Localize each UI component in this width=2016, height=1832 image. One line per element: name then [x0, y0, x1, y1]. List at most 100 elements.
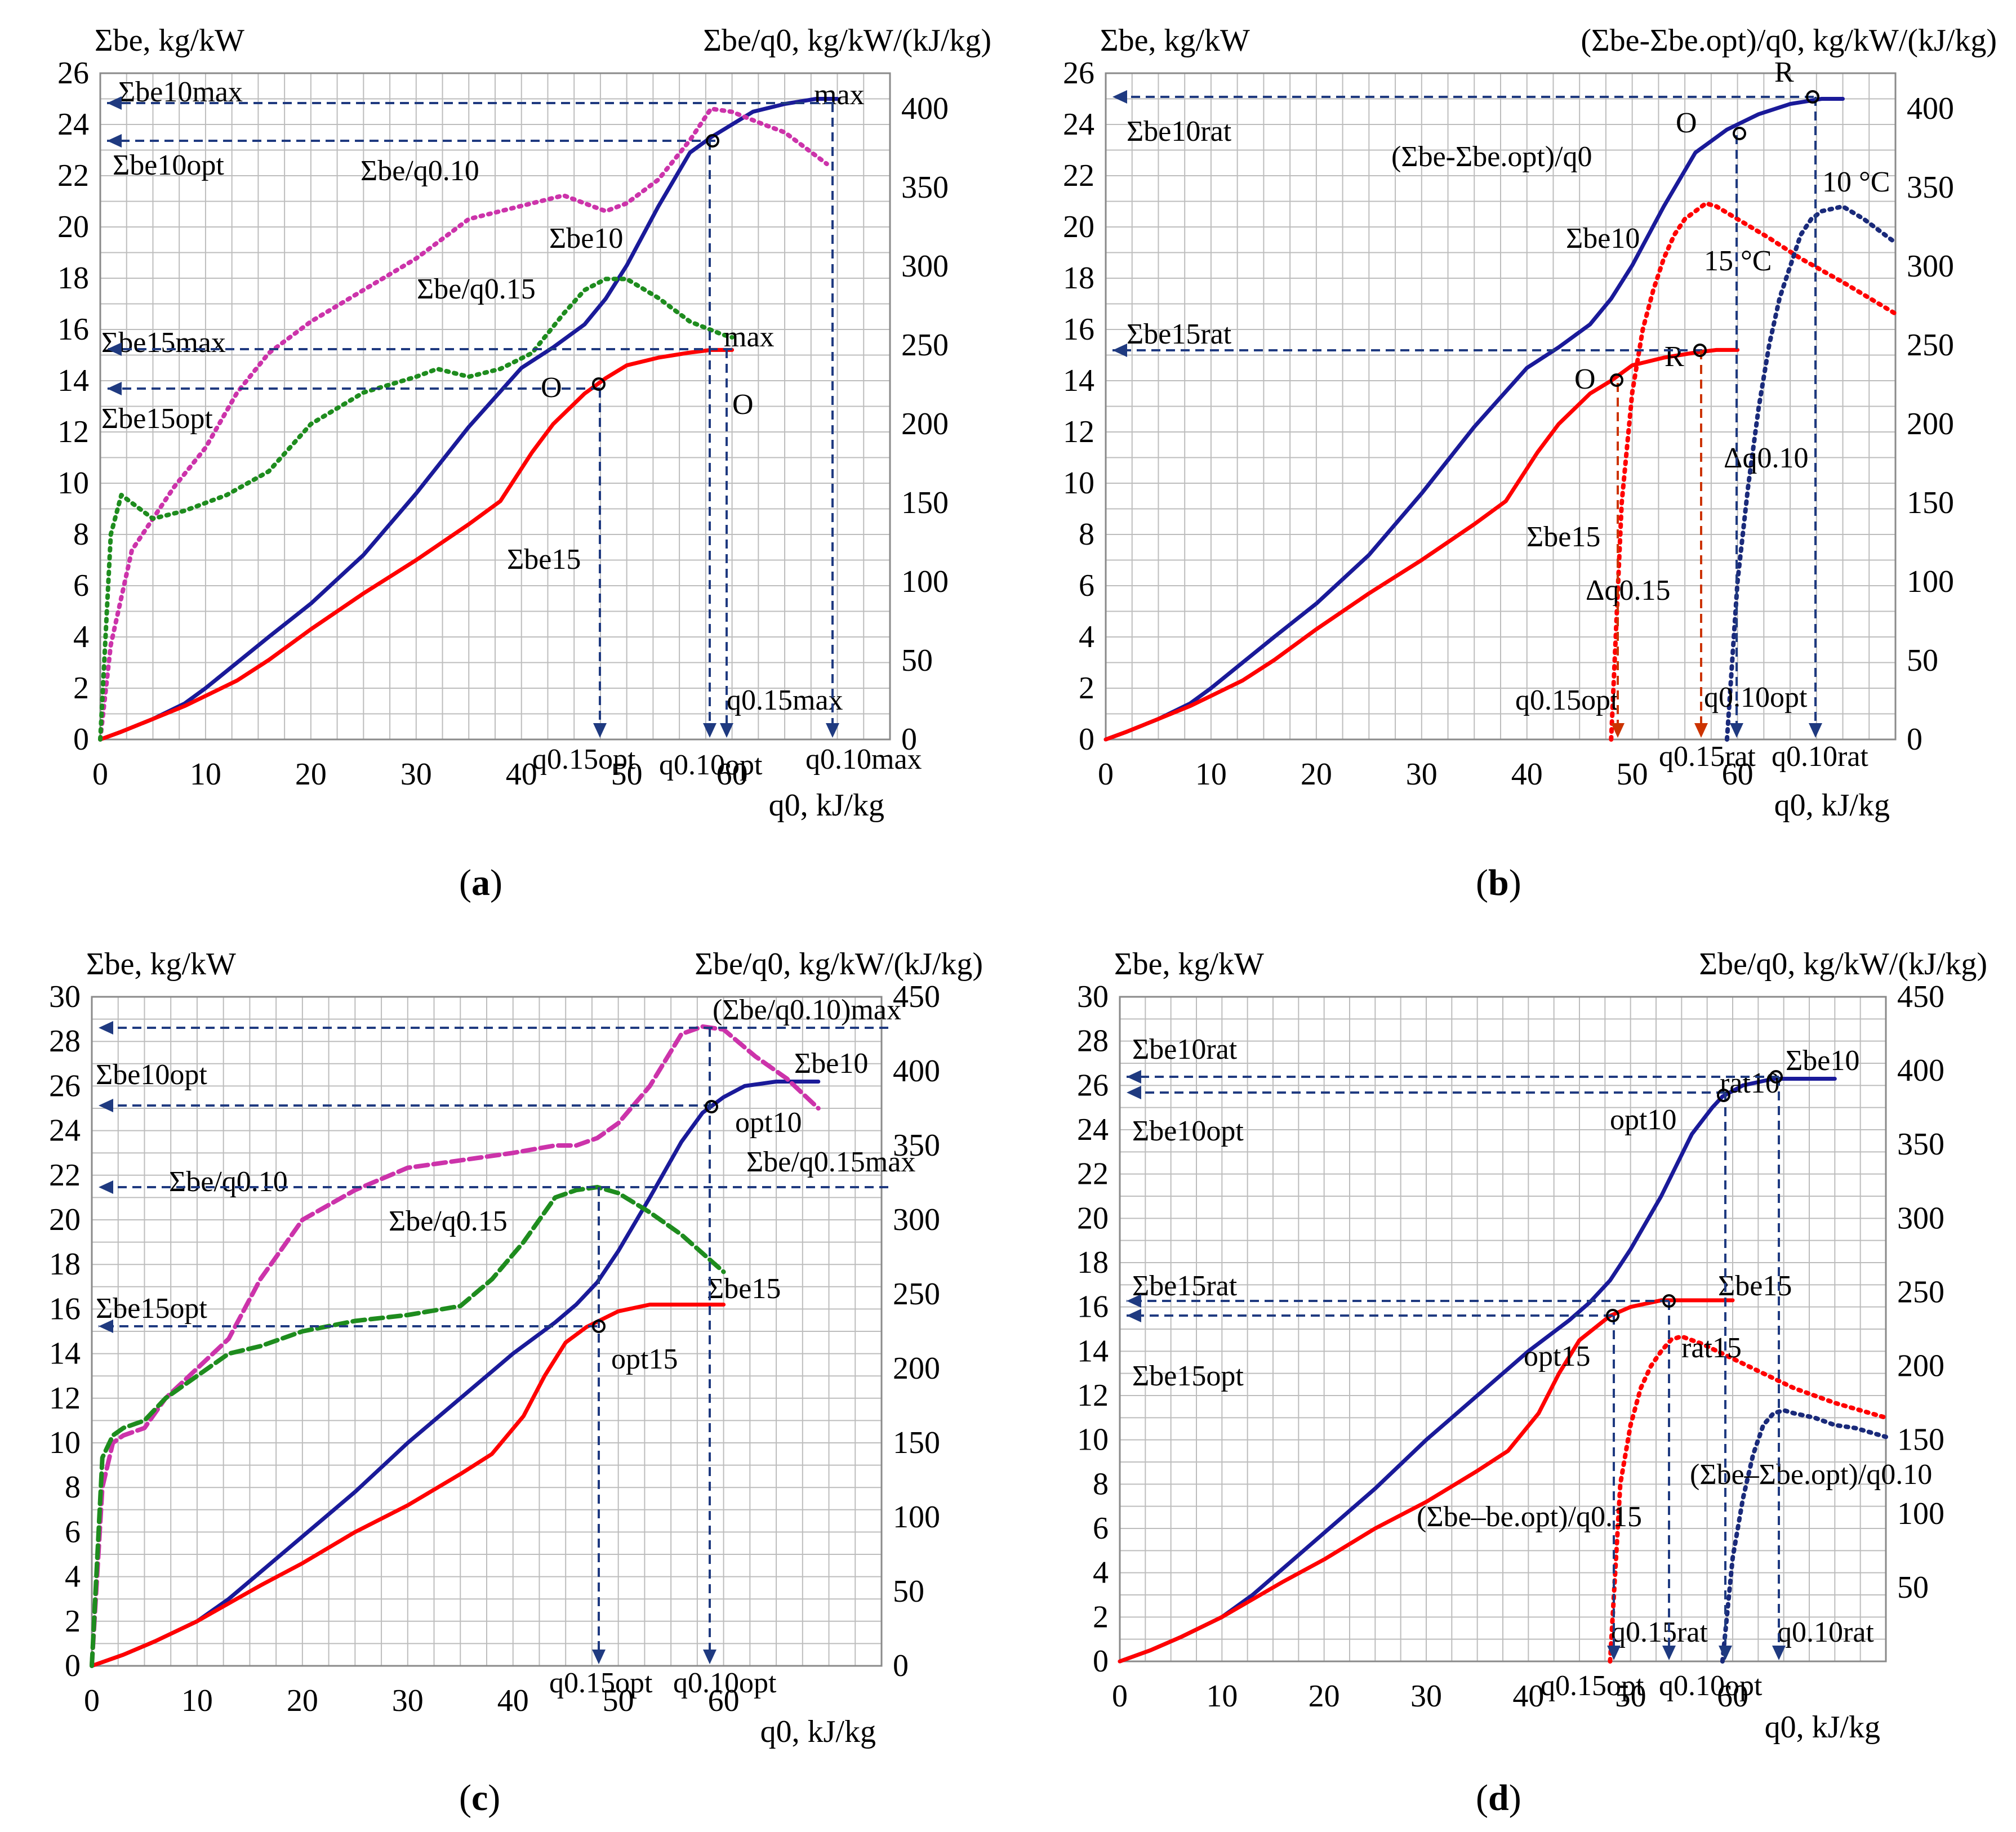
- y-right-tick-label: 400: [1907, 91, 1954, 126]
- arrow-head: [1694, 723, 1708, 738]
- annotation-label: Σbe15: [1718, 1270, 1792, 1302]
- point-marker: [706, 134, 719, 148]
- x-tick-label: 60: [1722, 757, 1754, 792]
- y-left-tick-label: 2: [1079, 671, 1094, 706]
- x-tick-label: 0: [1112, 1679, 1128, 1714]
- x-axis-label: q0, kJ/kg: [1765, 1710, 1880, 1745]
- annotation-label: Σbe15opt: [1132, 1360, 1244, 1392]
- y-right-tick-label: 350: [901, 170, 949, 205]
- y-right-tick-label: 0: [901, 722, 917, 757]
- annotation-label: Σbe/q0.15: [389, 1205, 508, 1237]
- y-left-tick-label: 26: [57, 56, 89, 91]
- annotation-label: O: [1574, 363, 1596, 395]
- annotation-label: Σbe15rat: [1127, 318, 1232, 350]
- arrow-head: [703, 723, 716, 738]
- arrow-head: [593, 723, 607, 738]
- arrow-head: [1662, 1646, 1676, 1660]
- y-left-tick-label: 10: [57, 466, 89, 501]
- y-left-tick-label: 22: [1063, 158, 1094, 193]
- y-right-tick-label: 150: [1907, 485, 1954, 520]
- point-marker: [705, 1100, 718, 1113]
- y-left-tick-label: 2: [65, 1604, 81, 1639]
- annotation-label: Σbe/q0.10: [361, 155, 479, 187]
- series-line-c-1: [90, 1303, 726, 1668]
- arrow-head: [1127, 1309, 1141, 1322]
- series-line-d-3: [1720, 1408, 1888, 1664]
- y-left-tick-label: 20: [49, 1202, 81, 1237]
- y-right-tick-label: 100: [893, 1500, 940, 1535]
- x-axis-label: q0, kJ/kg: [760, 1714, 876, 1749]
- arrow-head: [1607, 1646, 1621, 1660]
- y-left-tick-label: 16: [57, 312, 89, 347]
- y-right-tick-label: 300: [893, 1202, 940, 1237]
- y-left-tick-label: 8: [1079, 517, 1094, 552]
- y-left-tick-label: 6: [73, 568, 89, 603]
- y-left-axis-label: Σbe, kg/kW: [1100, 23, 1250, 58]
- annotations-b: Σbe10rat Σbe15rat R R O O (Σbe-Σbe.opt)/q0 Σbe1…: [1127, 56, 1890, 773]
- grid-d: [1119, 996, 1886, 1662]
- arrow-head: [592, 1650, 606, 1664]
- annotation-label: q0.15opt: [1515, 684, 1619, 716]
- y-left-tick-label: 24: [49, 1113, 81, 1148]
- y-left-tick-label: 18: [57, 261, 89, 296]
- x-tick-label: 20: [1301, 757, 1332, 792]
- point-marker: [592, 1320, 606, 1333]
- y-left-tick-label: 14: [49, 1336, 81, 1371]
- ticks-d: 0 10 20 30 40 50 60024681012141618202224262830…: [1077, 979, 1944, 1714]
- point-marker: [592, 377, 606, 391]
- y-left-tick-label: 6: [1093, 1511, 1109, 1546]
- annotation-label: q0.15rat: [1659, 741, 1756, 773]
- series-line-b-1: [1103, 347, 1740, 742]
- y-right-axis-label: (Σbe-Σbe.opt)/q0, kg/kW/(kJ/kg): [1581, 23, 1997, 58]
- annotation-label: Σbe10opt: [1132, 1115, 1244, 1147]
- annotation-label: O: [1676, 107, 1697, 139]
- y-left-tick-label: 0: [65, 1648, 81, 1683]
- y-right-tick-label: 100: [901, 564, 949, 599]
- annotations-c: (Σbe/q0.10)max Σbe10opt Σbe10 opt10 Σbe/q0.1…: [96, 994, 915, 1699]
- annotation-label: q0.15opt: [549, 1667, 653, 1699]
- y-right-tick-label: 400: [893, 1054, 940, 1089]
- y-left-tick-label: 28: [1077, 1024, 1109, 1059]
- x-axis-label: q0, kJ/kg: [769, 788, 884, 823]
- y-left-tick-label: 0: [73, 722, 89, 757]
- arrow-head: [1127, 1070, 1141, 1084]
- panel-label-d: (d): [1476, 1777, 1521, 1818]
- annotation-label: Σbe10rat: [1132, 1033, 1238, 1066]
- annotation-label: Δq0.10: [1724, 442, 1808, 474]
- x-tick-label: 40: [1511, 757, 1543, 792]
- annotation-label: Σbe10opt: [96, 1059, 207, 1091]
- y-left-tick-label: 6: [1079, 568, 1094, 603]
- plot-frame-a: [99, 72, 891, 741]
- point-marker: [1806, 90, 1819, 104]
- point-marker: [1662, 1294, 1676, 1308]
- annotation-label: opt15: [1524, 1340, 1590, 1372]
- y-right-tick-label: 50: [1897, 1570, 1929, 1605]
- x-tick-label: 60: [708, 1683, 740, 1718]
- y-left-tick-label: 12: [1063, 414, 1094, 449]
- point-marker: [1769, 1070, 1783, 1084]
- y-right-tick-label: 200: [1897, 1349, 1944, 1384]
- y-right-tick-label: 100: [1897, 1496, 1944, 1531]
- y-left-tick-label: 8: [65, 1470, 81, 1505]
- y-right-tick-label: 250: [893, 1277, 940, 1312]
- y-left-tick-label: 6: [65, 1514, 81, 1549]
- annotation-label: max: [814, 79, 865, 111]
- annotation-label: Σbe10: [794, 1048, 868, 1080]
- y-left-axis-label: Σbe, kg/kW: [1114, 947, 1264, 982]
- y-right-tick-label: 150: [1897, 1423, 1944, 1457]
- y-right-tick-label: 200: [901, 407, 949, 442]
- annotation-label: q0.10opt: [1704, 681, 1808, 714]
- annotation-label: (Σbe/q0.10)max: [713, 994, 901, 1026]
- x-tick-label: 40: [1512, 1679, 1544, 1714]
- y-left-tick-label: 28: [49, 1024, 81, 1059]
- annotation-label: Σbe10: [549, 222, 623, 255]
- x-tick-label: 20: [1309, 1679, 1340, 1714]
- x-tick-label: 20: [295, 757, 327, 792]
- y-left-tick-label: 18: [1063, 261, 1094, 296]
- y-left-axis-label: Σbe, kg/kW: [86, 947, 236, 982]
- annotation-label: Σbe15: [507, 543, 581, 576]
- panel-label-b: (b): [1476, 862, 1521, 903]
- x-tick-label: 0: [84, 1683, 100, 1718]
- point-marker: [1693, 344, 1707, 357]
